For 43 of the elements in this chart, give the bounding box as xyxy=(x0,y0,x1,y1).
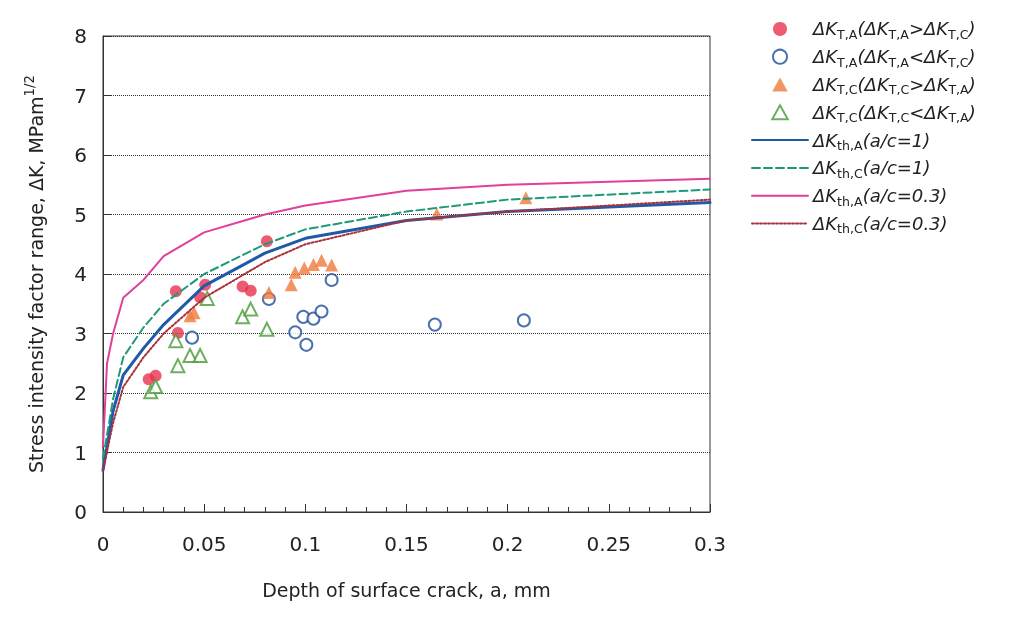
point xyxy=(288,265,302,279)
y-tick-label: 7 xyxy=(74,83,87,108)
point xyxy=(235,309,251,325)
point xyxy=(149,369,162,382)
y-tick-label: 6 xyxy=(74,143,87,167)
point xyxy=(314,304,329,319)
y-tick-label: 5 xyxy=(74,202,87,227)
x-tick-label: 0.05 xyxy=(181,532,227,556)
point xyxy=(259,321,275,337)
point xyxy=(192,348,208,364)
point xyxy=(427,317,442,332)
point xyxy=(516,313,531,328)
point xyxy=(262,285,276,299)
y-tick-label: 8 xyxy=(74,24,87,48)
x-tick-label: 0.15 xyxy=(384,532,429,556)
point xyxy=(284,278,298,292)
x-axis-title: Depth of surface crack, a, mm xyxy=(262,578,551,601)
point xyxy=(288,325,303,340)
x-tick-label: 0.25 xyxy=(586,532,632,556)
point xyxy=(185,330,200,345)
point xyxy=(199,290,215,306)
point xyxy=(297,261,311,275)
y-axis-title: Stress intensity factor range, ΔK, MPam1/2 xyxy=(22,75,47,473)
point xyxy=(244,284,257,297)
point xyxy=(324,272,339,287)
y-tick-label: 3 xyxy=(74,321,87,346)
point xyxy=(299,337,314,352)
point xyxy=(325,258,339,272)
x-tick-label: 0.3 xyxy=(694,532,726,556)
x-tick-label: 0.2 xyxy=(491,532,524,556)
point xyxy=(168,333,184,349)
x-tick-label: 0 xyxy=(96,532,110,556)
y-tick-label: 1 xyxy=(74,440,87,465)
x-tick-label: 0.1 xyxy=(289,532,322,556)
y-tick-label: 2 xyxy=(74,381,87,405)
point xyxy=(148,378,164,394)
point xyxy=(170,358,186,374)
point xyxy=(315,253,329,267)
y-tick-label: 0 xyxy=(74,500,87,524)
point xyxy=(243,301,259,317)
point xyxy=(187,306,201,320)
y-tick-label: 4 xyxy=(74,262,87,286)
point xyxy=(306,257,320,271)
